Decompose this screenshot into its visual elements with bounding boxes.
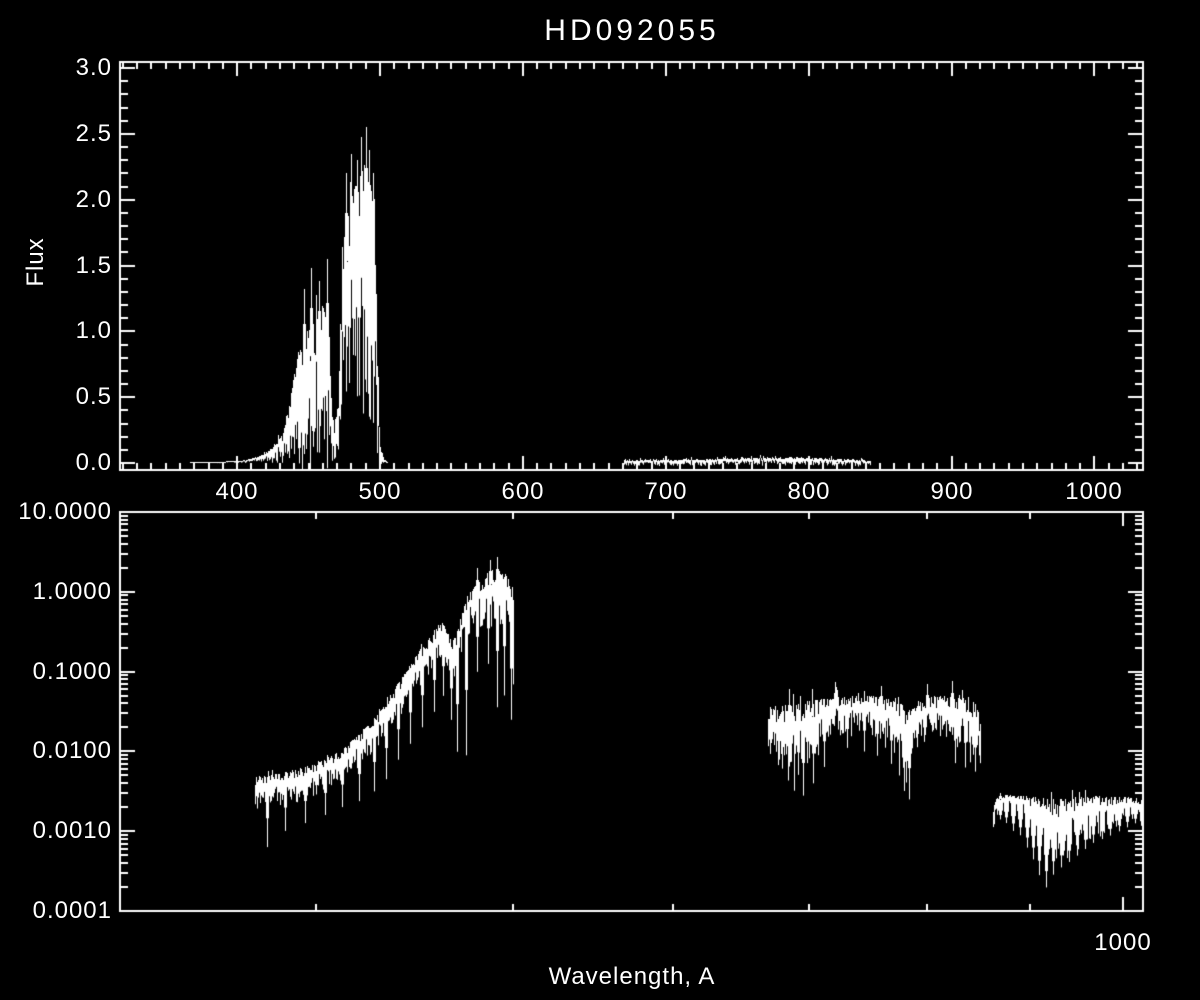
spectra-plot-canvas	[0, 0, 1200, 1000]
figure: HD092055 Flux Wavelength, A 400 500 600 700…	[0, 0, 1200, 1000]
